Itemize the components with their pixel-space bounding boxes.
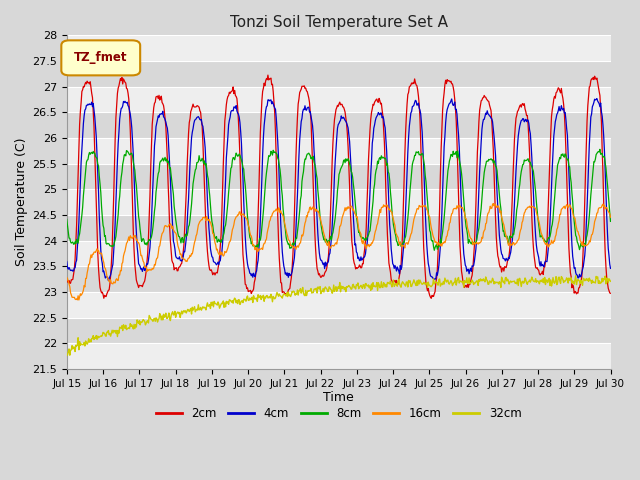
X-axis label: Time: Time bbox=[323, 391, 354, 405]
Y-axis label: Soil Temperature (C): Soil Temperature (C) bbox=[15, 138, 28, 266]
FancyBboxPatch shape bbox=[61, 40, 140, 75]
Bar bbox=[67, 138, 611, 164]
Legend: 2cm, 4cm, 8cm, 16cm, 32cm: 2cm, 4cm, 8cm, 16cm, 32cm bbox=[151, 402, 526, 425]
Bar bbox=[67, 36, 611, 61]
Title: Tonzi Soil Temperature Set A: Tonzi Soil Temperature Set A bbox=[230, 15, 447, 30]
Bar bbox=[67, 292, 611, 318]
Bar bbox=[67, 240, 611, 266]
Bar bbox=[67, 87, 611, 112]
Text: TZ_fmet: TZ_fmet bbox=[74, 51, 128, 64]
Bar bbox=[67, 343, 611, 369]
Bar bbox=[67, 189, 611, 215]
